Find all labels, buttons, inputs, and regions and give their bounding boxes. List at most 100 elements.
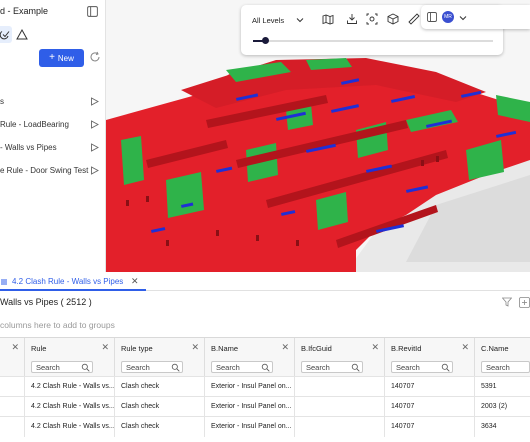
building-model[interactable] (106, 0, 530, 272)
rule-cell: 4.2 Clash Rule - Walls vs... (31, 383, 115, 390)
close-icon[interactable]: ✕ (371, 342, 379, 352)
search-input[interactable]: Search (391, 361, 453, 373)
play-icon[interactable] (90, 97, 99, 106)
c-name-cell: 3634 (481, 423, 497, 430)
b-name-cell: Exterior - Insul Panel on... (211, 383, 292, 390)
rule-type-tabs (0, 26, 106, 44)
triangle-icon (16, 29, 28, 40)
column-header-label: Rule (31, 344, 47, 353)
column-header[interactable]: ✕ (0, 338, 25, 376)
column-header[interactable]: Rule ✕ Search (25, 338, 115, 376)
b-revitid-cell: 140707 (391, 403, 415, 410)
search-icon (351, 363, 360, 372)
column-header-label: C.Name (481, 344, 509, 353)
new-button-label: New (57, 53, 74, 63)
rule-type-cell: Clash check (121, 423, 160, 430)
cube-icon[interactable] (387, 13, 399, 25)
search-icon (261, 363, 270, 372)
c-name-cell: 2003 (2) (481, 403, 508, 410)
close-icon[interactable]: ✕ (191, 342, 199, 352)
c-name-cell: 5391 (481, 383, 497, 390)
avatar-initials: MR (444, 14, 452, 20)
close-icon[interactable]: ✕ (11, 342, 19, 352)
search-input[interactable]: Search (481, 361, 530, 373)
rule-type-cell: Clash check (121, 403, 160, 410)
levels-select-value: All Levels (252, 15, 285, 25)
results-tab-bar: 4.2 Clash Rule - Walls vs Pipes ✕ (0, 273, 530, 291)
add-column-icon[interactable] (519, 297, 530, 308)
rule-item[interactable]: s (0, 94, 104, 110)
column-header[interactable]: B.Name ✕ Search (205, 338, 295, 376)
search-icon (81, 363, 90, 372)
table-row[interactable]: 4.2 Clash Rule - Walls vs... Clash check… (0, 416, 530, 437)
ruler-icon[interactable] (408, 13, 420, 25)
new-rule-button[interactable]: + New (39, 49, 84, 67)
list-icon (1, 279, 7, 285)
rule-item-label: e Rule - Door Swing Test (0, 166, 89, 175)
results-title: Walls vs Pipes ( 2512 ) (0, 297, 92, 307)
search-icon (171, 363, 180, 372)
column-header-label: B.Name (211, 344, 239, 353)
play-icon[interactable] (90, 166, 99, 175)
table-row[interactable]: 4.2 Clash Rule - Walls vs... Clash check… (0, 376, 530, 397)
rule-item[interactable]: Rule - LoadBearing (0, 117, 104, 133)
column-header[interactable]: C.Name Search (475, 338, 530, 376)
refresh-icon[interactable] (89, 51, 101, 63)
map-icon[interactable] (322, 13, 334, 25)
table-row[interactable]: 4.2 Clash Rule - Walls vs... Clash check… (0, 396, 530, 417)
level-slider-track[interactable] (253, 40, 493, 42)
check-circle-icon (0, 31, 10, 40)
level-slider-fill (253, 40, 265, 42)
rule-cell: 4.2 Clash Rule - Walls vs... (31, 423, 115, 430)
b-revitid-cell: 140707 (391, 423, 415, 430)
rule-type-cell: Clash check (121, 383, 160, 390)
tab-clash-result-label: 4.2 Clash Rule - Walls vs Pipes (12, 277, 124, 286)
close-icon[interactable]: ✕ (281, 342, 289, 352)
close-icon[interactable]: ✕ (131, 276, 139, 286)
tab-clash[interactable] (0, 26, 12, 43)
column-header-label: B.RevitId (391, 344, 422, 353)
close-icon[interactable]: ✕ (461, 342, 469, 352)
column-header-label: Rule type (121, 344, 153, 353)
user-toolbar: MR (421, 5, 530, 29)
group-drop-hint: columns here to add to groups (0, 320, 115, 330)
tab-clash-result[interactable]: 4.2 Clash Rule - Walls vs Pipes ✕ (0, 273, 146, 291)
project-title: d - Example (0, 6, 49, 16)
filter-icon[interactable] (502, 297, 512, 307)
close-icon[interactable]: ✕ (101, 342, 109, 352)
play-icon[interactable] (90, 120, 99, 129)
b-revitid-cell: 140707 (391, 383, 415, 390)
column-header[interactable]: Rule type ✕ Search (115, 338, 205, 376)
focus-icon[interactable] (366, 13, 378, 25)
search-input[interactable]: Search (121, 361, 183, 373)
download-icon[interactable] (346, 13, 358, 25)
rule-item[interactable]: e Rule - Door Swing Test (0, 163, 104, 179)
chevron-down-icon (296, 18, 304, 23)
search-input[interactable]: Search (301, 361, 363, 373)
column-header[interactable]: B.RevitId ✕ Search (385, 338, 475, 376)
tab-warning[interactable] (16, 29, 28, 40)
levels-select[interactable]: All Levels (252, 13, 310, 27)
column-header[interactable]: B.IfcGuid ✕ Search (295, 338, 385, 376)
rule-item-label: s (0, 97, 4, 106)
b-name-cell: Exterior - Insul Panel on... (211, 423, 292, 430)
sidebar-toggle-icon[interactable] (87, 6, 98, 17)
column-header-label: B.IfcGuid (301, 344, 332, 353)
b-name-cell: Exterior - Insul Panel on... (211, 403, 292, 410)
model-viewer[interactable]: All Levels MR (106, 0, 530, 272)
rule-cell: 4.2 Clash Rule - Walls vs... (31, 403, 115, 410)
rule-item-label: Rule - LoadBearing (0, 120, 69, 129)
play-icon[interactable] (90, 143, 99, 152)
rule-item-label: - Walls vs Pipes (0, 143, 57, 152)
rules-panel: d - Example + New s Rule - LoadBearing -… (0, 0, 106, 272)
level-slider-thumb[interactable] (261, 37, 269, 44)
chevron-down-icon[interactable] (459, 14, 467, 22)
plus-icon: + (49, 52, 55, 63)
avatar[interactable]: MR (442, 11, 454, 23)
search-input[interactable]: Search (31, 361, 93, 373)
search-icon (441, 363, 450, 372)
panel-icon[interactable] (427, 12, 437, 22)
search-input[interactable]: Search (211, 361, 273, 373)
rule-item[interactable]: - Walls vs Pipes (0, 140, 104, 156)
results-grid: ✕ Rule ✕ Search Rule type ✕ Search B.Nam… (0, 337, 530, 442)
